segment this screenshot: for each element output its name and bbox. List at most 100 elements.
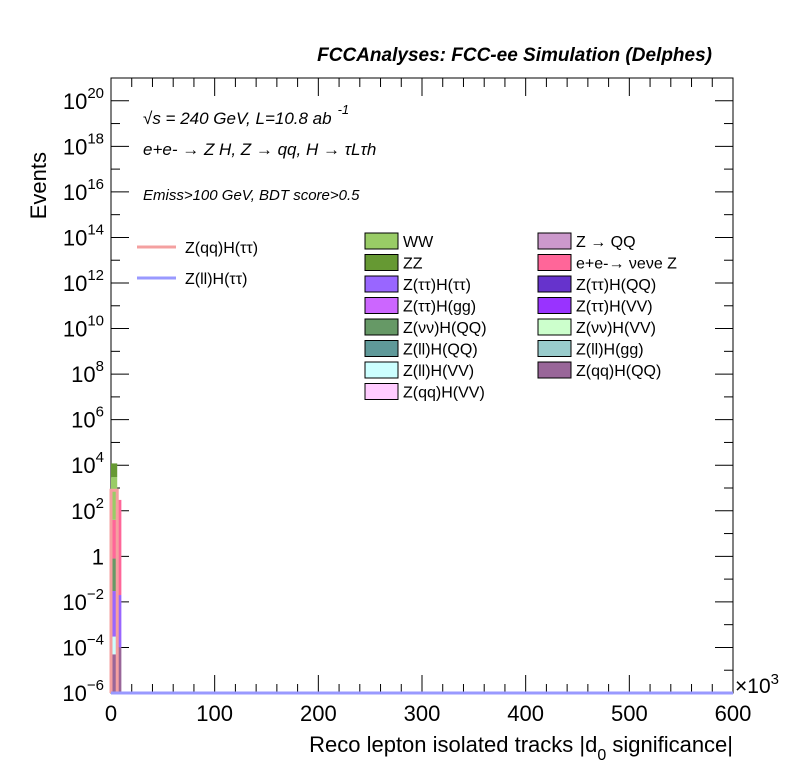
histogram-bars: [111, 463, 122, 693]
y-tick-label-exp: −6: [87, 677, 104, 694]
bar-segment: [111, 558, 118, 592]
y-tick-label-base: 10: [63, 271, 87, 296]
process-annotation: e+e- → Z H, Z → qq, H → τLτh: [143, 140, 376, 159]
bar-segment: [117, 647, 122, 693]
y-tick-label-exp: 10: [87, 313, 104, 330]
legend-label: Z(ττ)H(QQ): [576, 277, 656, 294]
x-tick-label: 200: [300, 701, 337, 726]
y-tick-label-exp: 14: [87, 221, 104, 238]
legend-swatch: [364, 297, 399, 314]
bar-segment: [111, 463, 118, 478]
y-tick-label: 10−4: [62, 631, 104, 660]
y-tick-label: 1012: [63, 267, 104, 296]
x-tick-label: 400: [507, 701, 544, 726]
y-tick-label-base: 10: [63, 317, 87, 342]
y-tick-label-exp: 2: [96, 495, 104, 512]
y-tick-label: 104: [71, 449, 104, 478]
legend-label: e+e-→ νeνe Z: [576, 256, 677, 273]
legend-swatch: [364, 340, 399, 357]
bar-segment: [117, 595, 122, 648]
y-tick-label-base: 10: [63, 89, 87, 114]
x-axis-label-rest: significance|: [606, 732, 733, 757]
x-tick-label: 0: [105, 701, 117, 726]
bar-segment: [117, 499, 122, 596]
legend-label: Z → QQ: [576, 234, 636, 251]
energy-lumi-annotation: √s = 240 GeV, L=10.8 ab -1: [143, 102, 349, 128]
y-tick-label: 1: [92, 544, 104, 569]
y-tick-label-base: 10: [63, 180, 87, 205]
y-tick-label-base: 10: [71, 408, 95, 433]
legend-label: Z(ll)H(ττ): [185, 271, 247, 288]
y-tick-label-exp: 4: [96, 449, 104, 466]
selection-annotation: Emiss>100 GeV, BDT score>0.5: [143, 187, 360, 204]
chart-title: FCCAnalyses: FCC-ee Simulation (Delphes): [317, 45, 712, 66]
y-axis-label: Events: [26, 152, 51, 219]
y-tick-label: 1016: [63, 176, 104, 205]
bar-segment: [111, 477, 118, 520]
legend-swatch: [364, 383, 399, 400]
legend-swatch: [537, 232, 572, 250]
bar-segment: [111, 591, 118, 637]
legend-label: Z(ll)H(gg): [576, 342, 644, 359]
legend-swatch: [364, 275, 399, 293]
y-tick-label-base: 10: [63, 225, 87, 250]
legend-label: Z(qq)H(VV): [403, 385, 485, 402]
y-tick-label-exp: 16: [87, 176, 104, 193]
x-multiplier-exp: 3: [771, 671, 779, 688]
y-tick-label-base: 10: [71, 362, 95, 387]
legend-label: Z(qq)H(ττ): [185, 240, 258, 257]
y-axis: 10−610−410−21102104106108101010121014101…: [62, 77, 733, 706]
x-tick-label: 300: [404, 701, 441, 726]
x-axis-multiplier: ×103: [735, 671, 779, 698]
y-tick-label-exp: 12: [87, 267, 104, 284]
legend-label: Z(ττ)H(VV): [576, 299, 653, 316]
bar-segment: [111, 519, 118, 559]
legend-label: Z(νν)H(QQ): [403, 320, 487, 337]
y-tick-label-exp: 8: [96, 358, 104, 375]
y-tick-label: 1014: [63, 221, 104, 250]
legend-label: Z(ττ)H(gg): [403, 299, 476, 316]
y-tick-label-base: 10: [71, 499, 95, 524]
y-tick-label-base: 10: [63, 134, 87, 159]
y-tick-label: 10−2: [62, 586, 104, 615]
background-legend: WW Z → QQ ZZ e+e-→ νeνe Z Z(ττ)H(ττ) Z(ττ)H(Q…: [364, 232, 677, 402]
energy-lumi-exp: -1: [338, 102, 350, 117]
legend-swatch: [364, 318, 399, 336]
y-tick-label-exp: −2: [87, 586, 104, 603]
y-tick-label-exp: 6: [96, 404, 104, 421]
x-multiplier-base: ×10: [735, 675, 771, 698]
y-tick-label: 1010: [63, 313, 104, 342]
y-tick-label-base: 10: [62, 635, 86, 660]
legend-swatch: [364, 232, 399, 250]
y-tick-label: 106: [71, 404, 104, 433]
x-axis-label-main: Reco lepton isolated tracks |d: [309, 732, 597, 757]
legend-swatch: [537, 340, 572, 357]
legend-swatch: [364, 254, 399, 271]
x-axis-label-sub: 0: [597, 747, 606, 764]
x-axis: 0 100 200 300 400 500 600: [105, 78, 751, 726]
x-axis-label: Reco lepton isolated tracks |d0 signific…: [309, 732, 733, 764]
legend-label: WW: [403, 234, 434, 251]
x-tick-label: 100: [196, 701, 233, 726]
legend-label: Z(ll)H(VV): [403, 363, 474, 380]
y-tick-label-base: 10: [62, 681, 86, 706]
y-tick-label-base: 10: [62, 590, 86, 615]
legend-swatch: [537, 361, 572, 379]
x-tick-label: 500: [611, 701, 648, 726]
y-tick-label-exp: 20: [87, 85, 104, 102]
legend-swatch: [537, 275, 572, 293]
y-tick-label: 1018: [63, 130, 104, 159]
y-tick-label-exp: 18: [87, 130, 104, 147]
bar-segment: [111, 636, 118, 655]
y-tick-label: 1020: [63, 85, 104, 114]
legend-label: Z(ll)H(QQ): [403, 342, 478, 359]
y-tick-label-exp: −4: [87, 631, 104, 648]
y-tick-label-base: 1: [92, 544, 104, 569]
y-tick-label: 102: [71, 495, 104, 524]
signal-lines: [109, 488, 733, 695]
legend-label: Z(ττ)H(ττ): [403, 277, 471, 294]
bar-segment: [111, 654, 118, 693]
y-tick-label: 108: [71, 358, 104, 387]
legend-label: ZZ: [403, 256, 423, 273]
